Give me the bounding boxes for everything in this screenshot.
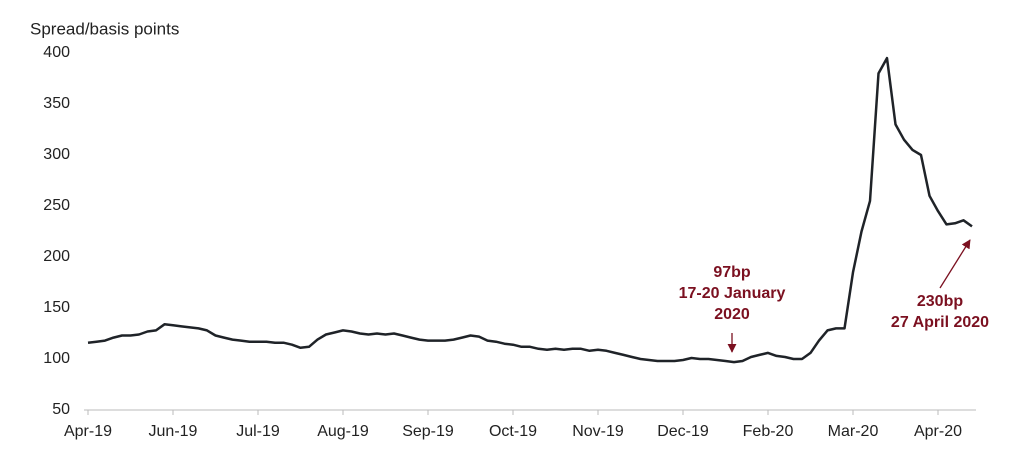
x-tick-label: Jul-19 [236,423,280,440]
x-tick-label: Apr-19 [64,423,112,440]
y-axis-title: Spread/basis points [30,19,179,38]
annotation: 230bp [917,293,963,310]
annotation: 17-20 January [679,285,786,302]
x-tick-label: Mar-20 [828,423,879,440]
x-tick-label: Nov-19 [572,423,624,440]
y-tick-label: 300 [43,146,70,163]
y-tick-label: 350 [43,95,70,112]
annotation: 27 April 2020 [891,314,989,331]
x-tick-label: Aug-19 [317,423,369,440]
y-tick-label: 400 [43,44,70,61]
x-tick-label: Sep-19 [402,423,454,440]
x-tick-label: Apr-20 [914,423,962,440]
annotation: 2020 [714,306,750,323]
y-tick-label: 200 [43,248,70,265]
x-tick-label: Dec-19 [657,423,709,440]
x-tick-label: Feb-20 [743,423,794,440]
y-tick-label: 50 [52,401,70,418]
annotation: 97bp [713,264,751,281]
line [87,56,973,364]
y-tick-label: 250 [43,197,70,214]
x-tick-label: Oct-19 [489,423,537,440]
annotation-arrow [939,239,971,289]
x-tick-label: Jun-19 [149,423,198,440]
y-tick-label: 150 [43,299,70,316]
y-tick-label: 100 [43,350,70,367]
